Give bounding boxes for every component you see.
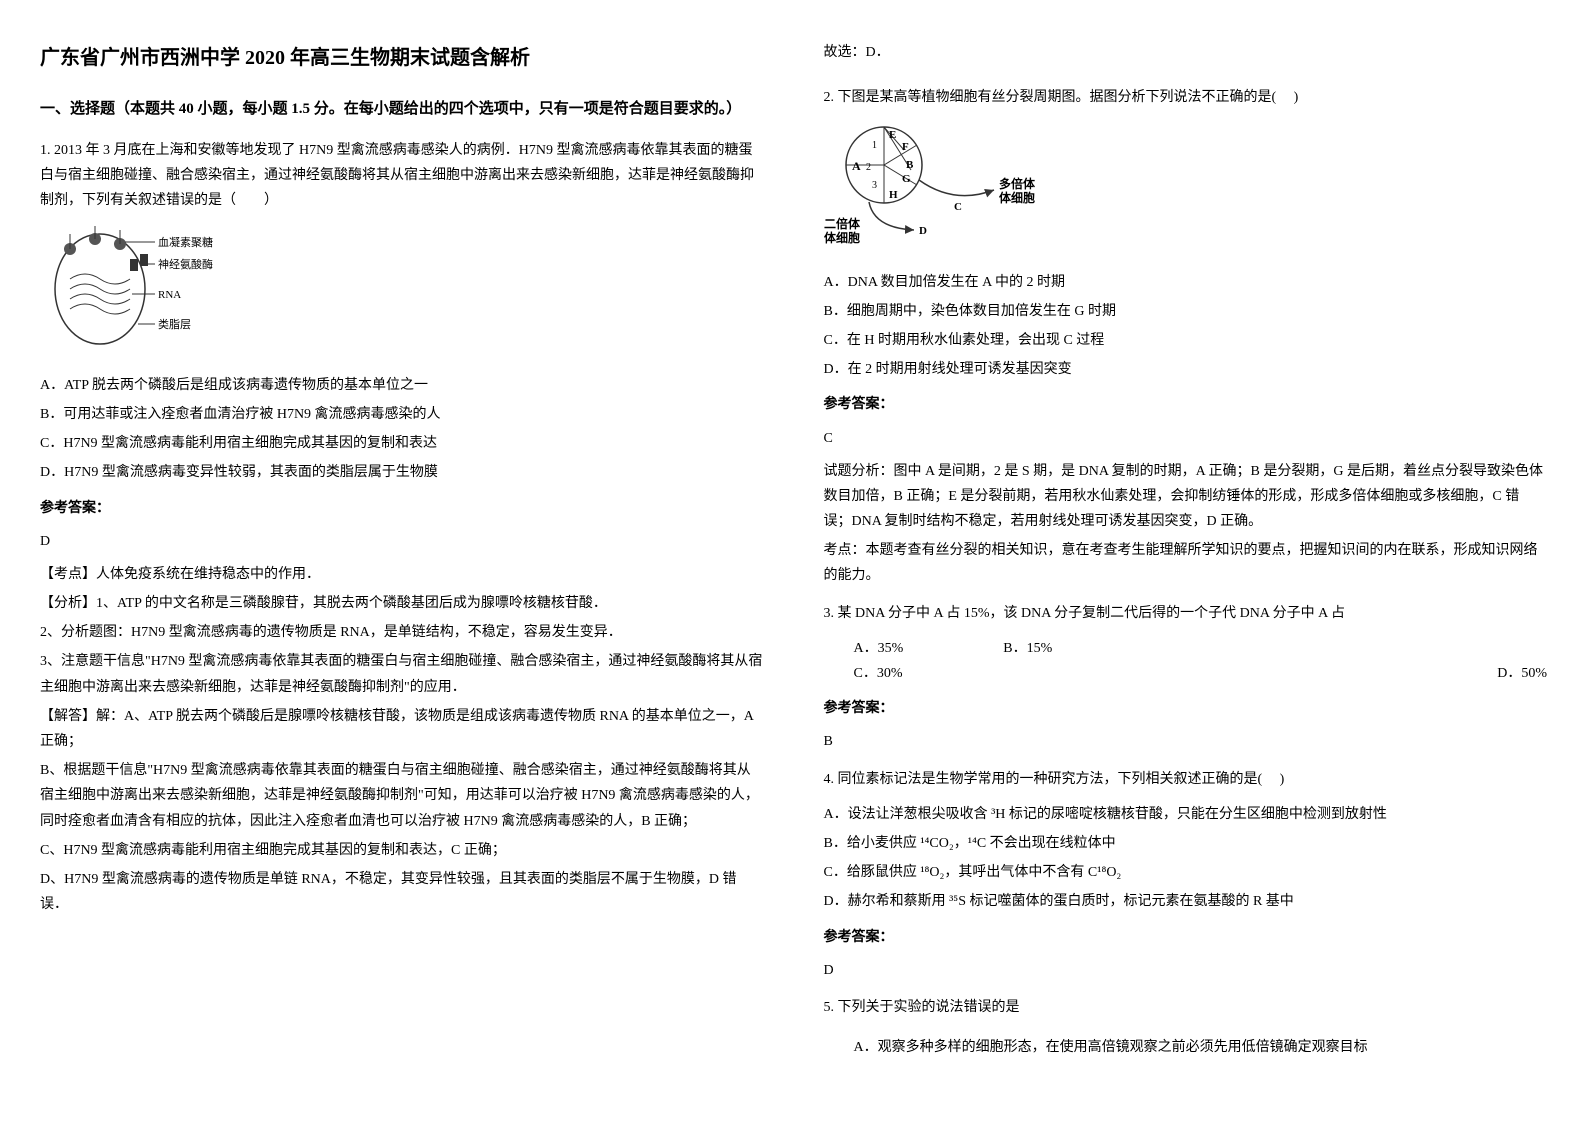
q2-answer: C xyxy=(824,426,1548,451)
q3-text: 3. 某 DNA 分子中 A 占 15%，该 DNA 分子复制二代后得的一个子代… xyxy=(824,601,1548,626)
svg-text:F: F xyxy=(902,141,909,153)
q3-answer: B xyxy=(824,729,1548,754)
q3-options: A．35% B．15% xyxy=(854,636,1548,661)
svg-text:B: B xyxy=(906,159,914,171)
svg-text:C: C xyxy=(954,201,962,213)
q1-a7: C、H7N9 型禽流感病毒能利用宿主细胞完成其基因的复制和表达，C 正确； xyxy=(40,838,764,863)
q5-opt-a: A．观察多种多样的细胞形态，在使用高倍镜观察之前必须先用低倍镜确定观察目标 xyxy=(854,1035,1548,1060)
q1-opt-c: C．H7N9 型禽流感病毒能利用宿主细胞完成其基因的复制和表达 xyxy=(40,431,764,456)
page-title: 广东省广州市西洲中学 2020 年高三生物期末试题含解析 xyxy=(40,40,764,76)
q2-diagram: A 1 2 3 E F B G H C D 多倍体 体细胞 二倍体 体细胞 xyxy=(824,120,1548,259)
q1-a2: 【分析】1、ATP 的中文名称是三磷酸腺苷，其脱去两个磷酸基团后成为腺嘌呤核糖核… xyxy=(40,591,764,616)
q2-kaodian: 考点：本题考查有丝分裂的相关知识，意在考查考生能理解所学知识的要点，把握知识间的… xyxy=(824,538,1548,588)
q1-answer: D xyxy=(40,529,764,554)
q4-text: 4. 同位素标记法是生物学常用的一种研究方法，下列相关叙述正确的是( ) xyxy=(824,767,1548,792)
q1-opt-d: D．H7N9 型禽流感病毒变异性较弱，其表面的类脂层属于生物膜 xyxy=(40,460,764,485)
q5-options: A．观察多种多样的细胞形态，在使用高倍镜观察之前必须先用低倍镜确定观察目标 xyxy=(854,1035,1548,1060)
svg-text:体细胞: 体细胞 xyxy=(999,190,1035,205)
q1-options: A．ATP 脱去两个磷酸后是组成该病毒遗传物质的基本单位之一 B．可用达菲或注入… xyxy=(40,373,764,486)
q3-options-2: C．30% D．50% xyxy=(854,661,1548,686)
q1-opt-b: B．可用达菲或注入痊愈者血清治疗被 H7N9 禽流感病毒感染的人 xyxy=(40,402,764,427)
q2-text: 2. 下图是某高等植物细胞有丝分裂周期图。据图分析下列说法不正确的是( ) xyxy=(824,85,1548,110)
q3-opt-a: A．35% xyxy=(854,636,904,661)
q1-answer-label: 参考答案： xyxy=(40,496,764,521)
right-column: 故选：D． 2. 下图是某高等植物细胞有丝分裂周期图。据图分析下列说法不正确的是… xyxy=(824,40,1548,1072)
svg-text:二倍体: 二倍体 xyxy=(824,216,861,231)
q4-opt-d: D．赫尔希和蔡斯用 ³⁵S 标记噬菌体的蛋白质时，标记元素在氨基酸的 R 基中 xyxy=(824,889,1548,914)
question-1: 1. 2013 年 3 月底在上海和安徽等地发现了 H7N9 型禽流感病毒感染人… xyxy=(40,138,764,917)
q4-answer: D xyxy=(824,958,1548,983)
q1-a5: 【解答】解：A、ATP 脱去两个磷酸后是腺嘌呤核糖核苷酸，该物质是组成该病毒遗传… xyxy=(40,704,764,754)
q1-a8: D、H7N9 型禽流感病毒的遗传物质是单链 RNA，不稳定，其变异性较强，且其表… xyxy=(40,867,764,917)
q1-opt-a: A．ATP 脱去两个磷酸后是组成该病毒遗传物质的基本单位之一 xyxy=(40,373,764,398)
q3-answer-label: 参考答案： xyxy=(824,696,1548,721)
label-3: RNA xyxy=(158,289,181,301)
q1-cont: 故选：D． xyxy=(824,40,1548,65)
svg-text:2: 2 xyxy=(866,162,871,173)
q1-a4: 3、注意题干信息"H7N9 型禽流感病毒依靠其表面的糖蛋白与宿主细胞碰撞、融合感… xyxy=(40,649,764,699)
left-column: 广东省广州市西洲中学 2020 年高三生物期末试题含解析 一、选择题（本题共 4… xyxy=(40,40,764,1072)
q2-analysis: 试题分析：图中 A 是间期，2 是 S 期，是 DNA 复制的时期，A 正确；B… xyxy=(824,459,1548,535)
q3-opt-c: C．30% xyxy=(854,661,903,686)
q2-opt-a: A．DNA 数目加倍发生在 A 中的 2 时期 xyxy=(824,270,1548,295)
svg-text:3: 3 xyxy=(872,180,877,191)
q3-opt-d: D．50% xyxy=(1497,661,1547,686)
q1-a6: B、根据题干信息"H7N9 型禽流感病毒依靠其表面的糖蛋白与宿主细胞碰撞、融合感… xyxy=(40,758,764,834)
q4-opt-c: C．给豚鼠供应 ¹⁸O₂，其呼出气体中不含有 C¹⁸O₂ xyxy=(824,860,1548,885)
section-header: 一、选择题（本题共 40 小题，每小题 1.5 分。在每小题给出的四个选项中，只… xyxy=(40,96,764,123)
q1-text: 1. 2013 年 3 月底在上海和安徽等地发现了 H7N9 型禽流感病毒感染人… xyxy=(40,138,764,214)
label-2: 神经氨酸酶 xyxy=(158,257,213,271)
question-2: 2. 下图是某高等植物细胞有丝分裂周期图。据图分析下列说法不正确的是( ) A … xyxy=(824,85,1548,588)
q1-a1: 【考点】人体免疫系统在维持稳态中的作用． xyxy=(40,562,764,587)
svg-text:A: A xyxy=(852,159,861,173)
q1-a3: 2、分析题图：H7N9 型禽流感病毒的遗传物质是 RNA，是单链结构，不稳定，容… xyxy=(40,620,764,645)
svg-text:E: E xyxy=(889,129,896,141)
label-4: 类脂层 xyxy=(158,317,191,331)
q4-options: A．设法让洋葱根尖吸收含 ³H 标记的尿嘧啶核糖核苷酸，只能在分生区细胞中检测到… xyxy=(824,802,1548,915)
q5-text: 5. 下列关于实验的说法错误的是 xyxy=(824,995,1548,1020)
q4-opt-a: A．设法让洋葱根尖吸收含 ³H 标记的尿嘧啶核糖核苷酸，只能在分生区细胞中检测到… xyxy=(824,802,1548,827)
q1-diagram: 血凝素聚糖 神经氨酸酶 RNA 类脂层 xyxy=(40,224,764,363)
label-1: 血凝素聚糖 xyxy=(158,235,213,249)
q2-answer-label: 参考答案： xyxy=(824,392,1548,417)
q4-opt-b: B．给小麦供应 ¹⁴CO₂，¹⁴C 不会出现在线粒体中 xyxy=(824,831,1548,856)
svg-text:H: H xyxy=(889,189,898,201)
svg-text:D: D xyxy=(919,225,927,237)
question-3: 3. 某 DNA 分子中 A 占 15%，该 DNA 分子复制二代后得的一个子代… xyxy=(824,601,1548,755)
q2-options: A．DNA 数目加倍发生在 A 中的 2 时期 B．细胞周期中，染色体数目加倍发… xyxy=(824,270,1548,383)
q3-opt-b: B．15% xyxy=(1003,636,1052,661)
question-4: 4. 同位素标记法是生物学常用的一种研究方法，下列相关叙述正确的是( ) A．设… xyxy=(824,767,1548,983)
svg-text:G: G xyxy=(902,173,911,185)
q2-opt-c: C．在 H 时期用秋水仙素处理，会出现 C 过程 xyxy=(824,328,1548,353)
question-5: 5. 下列关于实验的说法错误的是 A．观察多种多样的细胞形态，在使用高倍镜观察之… xyxy=(824,995,1548,1060)
svg-text:体细胞: 体细胞 xyxy=(824,230,860,245)
svg-text:1: 1 xyxy=(872,140,877,151)
q2-opt-b: B．细胞周期中，染色体数目加倍发生在 G 时期 xyxy=(824,299,1548,324)
q2-opt-d: D．在 2 时期用射线处理可诱发基因突变 xyxy=(824,357,1548,382)
q4-answer-label: 参考答案： xyxy=(824,925,1548,950)
svg-text:多倍体: 多倍体 xyxy=(999,176,1036,191)
